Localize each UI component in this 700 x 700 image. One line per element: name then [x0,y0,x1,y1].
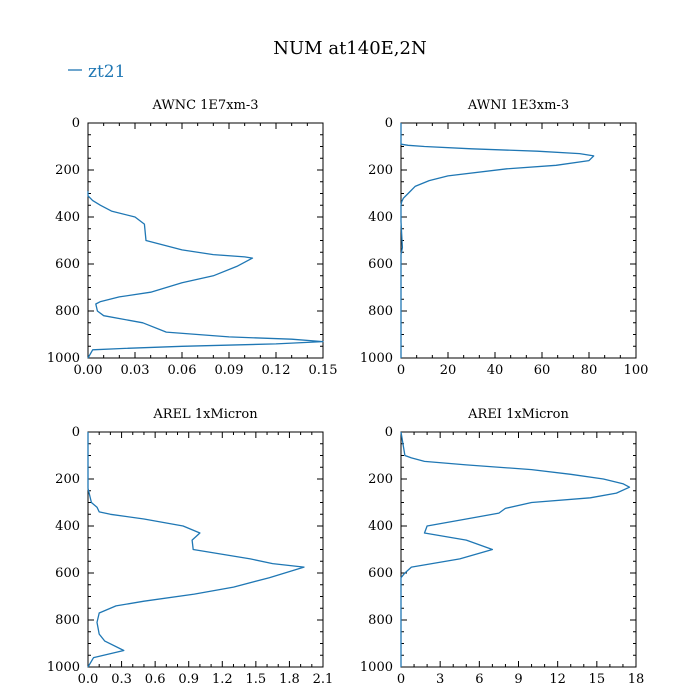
figure-title: NUM at140E,2N [273,38,426,59]
plot-frame [87,431,324,668]
y-tick-label: 400 [55,210,80,225]
x-tick-label: 0.09 [215,363,244,378]
panel-4: AREI 1xMicron 0 3 6 9 12 15 18 0 200 400 600 800 1000 [360,407,644,687]
x-tick-label: 9 [514,672,522,687]
plot-frame [400,122,637,359]
series-line-zt21 [87,191,324,359]
y-tick-label: 1000 [47,351,80,366]
x-tick-label: 1.5 [246,672,267,687]
x-tick-label: 1.8 [279,672,300,687]
x-tick-label: 0.15 [309,363,338,378]
legend: zt21 [68,62,125,82]
plot-frame [87,122,324,359]
x-tick-label: 1.2 [212,672,233,687]
panel-1: AWNC 1E7xm-3 0.00 0.03 0.06 0.09 0.12 0.15 0 200… [47,98,338,378]
y-tick-label: 1000 [47,660,80,675]
y-tick-label: 600 [55,257,80,272]
x-tick-label: 80 [581,363,598,378]
x-tick-label: 60 [534,363,551,378]
y-tick-label: 600 [368,257,393,272]
x-tick-label: 2.1 [313,672,334,687]
x-tick-label: 0.3 [111,672,132,687]
x-tick-label: 6 [475,672,483,687]
series-line-zt21 [400,123,595,358]
x-tick-label: 0.6 [145,672,166,687]
x-tick-label: 0 [397,672,405,687]
legend-label: zt21 [88,62,125,82]
x-tick-label: 0.03 [121,363,150,378]
x-tick-label: 15 [589,672,606,687]
panel-title: AREL 1xMicron [152,407,258,422]
x-tick-label: 0.06 [168,363,197,378]
panel-title: AWNI 1E3xm-3 [467,98,569,113]
panel-3: AREL 1xMicron 0.0 0.3 0.6 0.9 1.2 1.5 1.8 2.1 0 20… [47,407,333,687]
y-tick-label: 800 [55,613,80,628]
y-tick-label: 400 [368,210,393,225]
y-tick-label: 1000 [360,660,393,675]
panel-title: AREI 1xMicron [467,407,569,422]
x-tick-label: 40 [487,363,504,378]
y-tick-label: 600 [55,566,80,581]
panel-title: AWNC 1E7xm-3 [151,98,258,113]
y-tick-label: 200 [55,472,80,487]
y-tick-label: 0 [385,425,393,440]
y-tick-label: 200 [368,472,393,487]
plot-frame [400,431,637,668]
x-tick-label: 0 [397,363,405,378]
y-tick-label: 200 [368,163,393,178]
x-tick-label: 0.0 [78,672,99,687]
x-tick-label: 3 [436,672,444,687]
x-tick-label: 0.12 [262,363,291,378]
y-tick-label: 400 [55,519,80,534]
x-tick-label: 0.9 [178,672,199,687]
series-line-zt21 [87,432,305,668]
x-tick-label: 20 [440,363,457,378]
y-tick-label: 0 [385,116,393,131]
y-tick-label: 0 [72,116,80,131]
y-tick-label: 600 [368,566,393,581]
y-tick-label: 800 [368,304,393,319]
y-tick-label: 0 [72,425,80,440]
y-tick-label: 800 [55,304,80,319]
y-tick-label: 200 [55,163,80,178]
x-tick-label: 0.00 [74,363,103,378]
x-tick-label: 18 [628,672,645,687]
series-line-zt21 [400,431,631,667]
y-tick-label: 400 [368,519,393,534]
panels: AWNC 1E7xm-30.00 0.03 0.06 0.09 0.12 0.150200… [47,98,649,687]
x-tick-label: 100 [624,363,649,378]
y-tick-label: 1000 [360,351,393,366]
y-tick-label: 800 [368,613,393,628]
panel-2: AWNI 1E3xm-30 20 40 60 80 1000200400600800100… [360,98,649,378]
x-tick-label: 12 [549,672,566,687]
